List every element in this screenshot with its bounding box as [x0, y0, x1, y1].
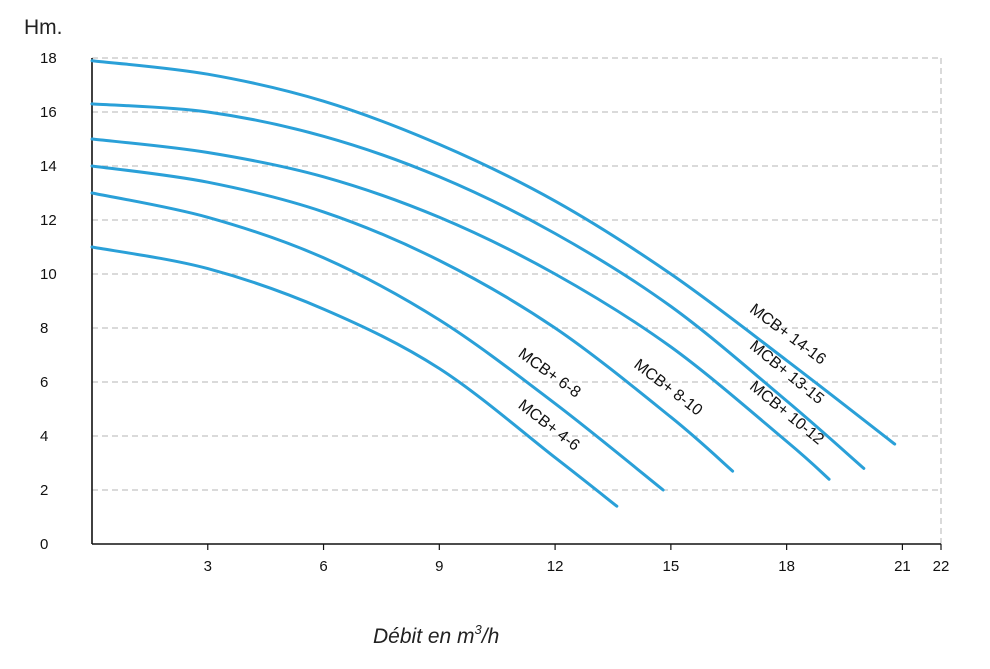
x-axis-label-sup: 3 — [475, 622, 483, 637]
x-tick-label: 21 — [894, 558, 911, 575]
y-tick-labels: 0 2 4 6 8 10 12 14 16 18 — [40, 50, 57, 553]
x-tick-label: 22 — [933, 558, 950, 575]
y-tick-label: 6 — [40, 374, 48, 391]
series-label-2: MCB+ 6-8 — [515, 345, 584, 401]
series-group — [90, 59, 897, 508]
series-line-3 — [90, 164, 735, 473]
y-tick-label: 8 — [40, 320, 48, 337]
y-tick-label: 16 — [40, 104, 57, 121]
x-axis-label-main: Débit en m — [373, 625, 475, 648]
y-tick-label: 12 — [40, 212, 57, 229]
y-tick-label: 18 — [40, 50, 57, 67]
x-tick-label: 9 — [435, 558, 443, 575]
series-line-2 — [90, 191, 665, 492]
y-tick-label: 4 — [40, 428, 48, 445]
grid — [92, 57, 942, 544]
x-tick-labels: 3 6 9 12 15 18 21 22 — [204, 544, 950, 575]
x-tick-label: 12 — [547, 558, 564, 575]
series-line-6 — [90, 59, 897, 446]
series-line-5 — [90, 102, 866, 470]
x-axis-label-suffix: /h — [480, 625, 500, 648]
x-axis-label: Débit en m3/h — [373, 622, 499, 648]
y-tick-label: 2 — [40, 482, 48, 499]
y-axis-label: Hm. — [24, 16, 63, 39]
x-tick-label: 3 — [204, 558, 212, 575]
axes — [91, 58, 941, 545]
y-tick-label: 10 — [40, 266, 57, 283]
x-tick-label: 15 — [663, 558, 680, 575]
x-tick-label: 18 — [778, 558, 795, 575]
series-label-1: MCB+ 4-6 — [515, 397, 583, 455]
series-line-4 — [90, 137, 831, 481]
y-tick-label: 14 — [40, 158, 57, 175]
y-tick-label: 0 — [40, 536, 48, 553]
series-line-1 — [90, 245, 619, 508]
x-tick-label: 6 — [319, 558, 327, 575]
